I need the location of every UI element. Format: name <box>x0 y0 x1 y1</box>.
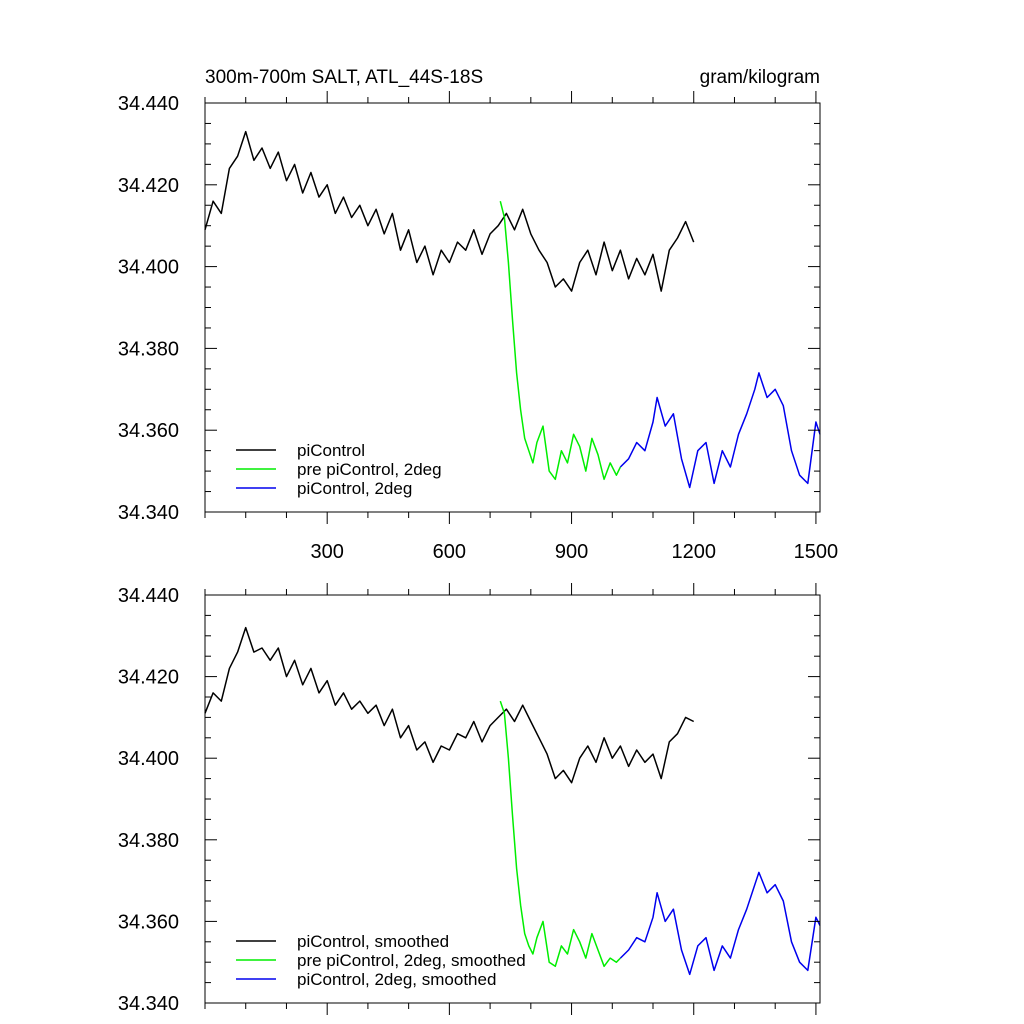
y-tick-label: 34.400 <box>118 257 179 279</box>
series-line-1 <box>204 130 695 292</box>
y-tick-label: 34.440 <box>118 585 179 607</box>
y-tick-label: 34.360 <box>118 911 179 933</box>
legend-label: piControl, smoothed <box>297 932 449 951</box>
y-tick-label: 34.380 <box>118 338 179 360</box>
series-line-2 <box>499 700 621 968</box>
series-line-3 <box>619 871 821 976</box>
x-tick-label: 1500 <box>794 541 839 563</box>
legend-label: piControl <box>297 441 365 460</box>
y-tick-label: 34.400 <box>118 748 179 770</box>
y-tick-label: 34.360 <box>118 420 179 442</box>
chart-title: 300m-700m SALT, ATL_44S-18S <box>205 67 483 88</box>
units-label: gram/kilogram <box>700 67 820 88</box>
chart-panel-2: 34.340 34.360 34.380 34.400 34.420 34.440 piCo… <box>118 583 821 1015</box>
y-tick-label: 34.340 <box>118 502 179 524</box>
legend-label: piControl, 2deg <box>297 479 412 498</box>
series-line-2 <box>499 201 622 481</box>
legend-label: piControl, 2deg, smoothed <box>297 970 496 989</box>
legend-label: pre piControl, 2deg, smoothed <box>297 951 526 970</box>
x-tick-label: 900 <box>555 541 588 563</box>
y-tick-label: 34.380 <box>118 830 179 852</box>
y-tick-label: 34.440 <box>118 93 179 115</box>
x-tick-label: 1200 <box>671 541 716 563</box>
series-line-3 <box>619 372 821 489</box>
y-tick-label: 34.340 <box>118 993 179 1015</box>
series-line-1 <box>204 626 695 784</box>
legend-label: pre piControl, 2deg <box>297 460 442 479</box>
x-tick-label: 600 <box>433 541 466 563</box>
chart-panel-1: 34.340 34.360 34.380 34.400 34.420 34.440 300 6… <box>118 67 838 563</box>
x-tick-label: 300 <box>310 541 343 563</box>
y-tick-label: 34.420 <box>118 667 179 689</box>
y-tick-label: 34.420 <box>118 175 179 197</box>
